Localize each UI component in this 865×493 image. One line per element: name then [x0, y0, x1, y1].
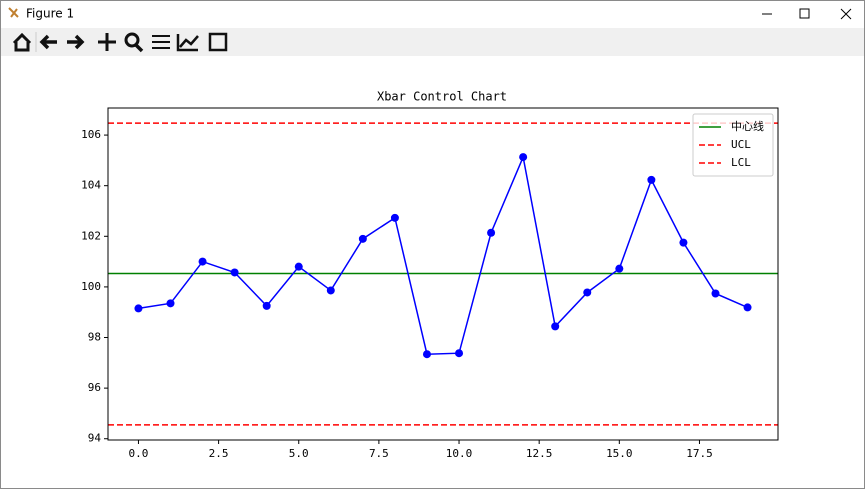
y-tick-label: 106: [81, 128, 101, 141]
data-point: [294, 262, 303, 271]
title-bar: Figure 1: [8, 7, 852, 21]
maximize-button[interactable]: [799, 8, 810, 19]
y-tick-label: 96: [88, 381, 101, 394]
data-line: [138, 154, 748, 355]
data-point: [615, 264, 624, 273]
data-point: [358, 234, 367, 243]
pan-button[interactable]: [98, 33, 116, 51]
plot: 94 96 98 100 102 104 106 0.0 2.5 5.0 7.5 10.0 12.5 15…: [81, 107, 779, 460]
legend-label: UCL: [731, 138, 751, 151]
window-title: Figure 1: [26, 7, 74, 21]
data-point: [326, 286, 335, 295]
data-point: [230, 268, 239, 277]
data-point: [422, 350, 431, 359]
y-tick-label: 94: [88, 432, 102, 445]
close-button[interactable]: [840, 8, 852, 20]
zoom-button[interactable]: [124, 32, 140, 48]
data-point: [390, 213, 399, 222]
home-button[interactable]: [12, 32, 32, 52]
legend-box: [692, 113, 774, 177]
legend-label: LCL: [731, 156, 751, 169]
chart-title: Xbar Control Chart: [377, 90, 507, 104]
data-point: [743, 303, 752, 312]
zoom-handle: [134, 43, 144, 53]
data-point: [647, 175, 656, 184]
configure-button[interactable]: [152, 35, 170, 49]
toolbar: [1, 28, 864, 56]
y-tick-label: 98: [88, 331, 101, 344]
x-tick-label: 12.5: [526, 447, 553, 460]
data-point: [487, 228, 496, 237]
axes-button[interactable]: [176, 34, 199, 52]
data-point: [711, 289, 720, 298]
back-button[interactable]: [39, 34, 57, 50]
legend-label: 中心线: [731, 119, 764, 133]
x-tick-label: 17.5: [686, 447, 713, 460]
y-tick-label: 102: [81, 229, 101, 242]
data-point: [262, 301, 271, 310]
app-icon: [8, 7, 19, 18]
data-point: [551, 322, 560, 331]
y-tick-label: 100: [81, 280, 101, 293]
x-tick-label: 5.0: [289, 447, 309, 460]
legend: 中心线 UCL LCL: [692, 113, 774, 177]
toolbar-icons: [12, 32, 228, 53]
forward-button[interactable]: [67, 34, 85, 50]
x-tick-label: 0.0: [129, 447, 149, 460]
axes-frame: [107, 107, 779, 441]
data-point: [134, 304, 143, 313]
data-point: [583, 288, 592, 297]
y-tick-label: 104: [81, 179, 101, 192]
x-tick-label: 15.0: [606, 447, 633, 460]
x-tick-label: 7.5: [369, 447, 389, 460]
data-point: [519, 153, 528, 162]
x-tick-label: 10.0: [446, 447, 473, 460]
x-tick-label: 2.5: [209, 447, 229, 460]
save-button[interactable]: [208, 32, 228, 52]
data-point: [166, 299, 175, 308]
data-point: [198, 257, 207, 266]
data-point: [679, 238, 688, 247]
data-point: [455, 349, 464, 358]
